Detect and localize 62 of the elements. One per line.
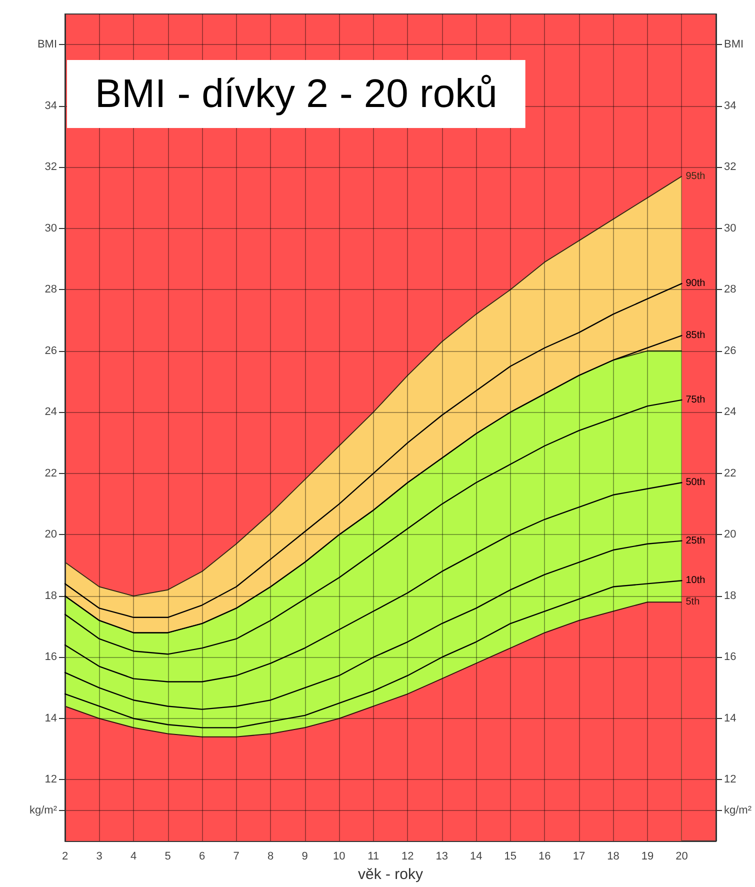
y2-tick-label: kg/m² bbox=[724, 804, 752, 816]
text: BMI - dívky 2 - 20 roků bbox=[95, 72, 498, 116]
x-tick-label: 8 bbox=[268, 850, 274, 862]
x-tick-label: 13 bbox=[436, 850, 448, 862]
y-tick-label: 24 bbox=[44, 406, 57, 418]
y2-tick-label: 26 bbox=[724, 344, 736, 357]
y-tick-label: 12 bbox=[44, 774, 57, 786]
y2-tick-label: 28 bbox=[724, 284, 736, 296]
y2-tick-label: 14 bbox=[724, 712, 736, 724]
y-tick-label: kg/m² bbox=[30, 804, 58, 816]
x-tick-label: 17 bbox=[572, 850, 586, 862]
y-tick-label: 34 bbox=[44, 100, 57, 112]
line-series bbox=[64, 580, 682, 728]
x-tick-label: 18 bbox=[607, 850, 620, 862]
x-tick-label: 12 bbox=[402, 850, 414, 862]
x-axis-title: věk - roky bbox=[358, 866, 424, 883]
y2-tick-label: BMI bbox=[724, 38, 744, 51]
y2-tick-label: 32 bbox=[724, 161, 736, 174]
series-label: 85th bbox=[686, 330, 706, 342]
y2-tick-label: 20 bbox=[724, 528, 736, 541]
x-tick-label: 10 bbox=[332, 850, 346, 862]
series-label: 95th bbox=[686, 170, 706, 182]
x-tick-label: 2 bbox=[62, 850, 68, 862]
series-label: 25th bbox=[686, 535, 706, 546]
x-tick-label: 3 bbox=[96, 850, 102, 862]
y2-tick-label: 24 bbox=[724, 406, 736, 418]
y2-tick-label: 22 bbox=[724, 467, 736, 480]
y-tick-label: 14 bbox=[44, 712, 57, 724]
y-tick-label: 32 bbox=[44, 161, 57, 174]
x-tick-label: 19 bbox=[641, 850, 654, 862]
series-label: 75th bbox=[686, 394, 706, 406]
y2-tick-label: 16 bbox=[724, 651, 736, 664]
x-tick-label: 4 bbox=[130, 850, 137, 862]
x-tick-label: 9 bbox=[302, 850, 308, 862]
x-tick-label: 6 bbox=[198, 850, 206, 862]
y-tick-label: 26 bbox=[44, 344, 57, 357]
line-series bbox=[64, 282, 682, 618]
y2-tick-label: 18 bbox=[724, 590, 736, 602]
x-tick-label: 15 bbox=[504, 850, 517, 862]
line-series bbox=[64, 482, 682, 682]
x-tick-label: 7 bbox=[233, 850, 240, 862]
y-tick-label: 30 bbox=[44, 222, 57, 234]
y-tick-label: 22 bbox=[44, 467, 57, 480]
y-tick-label: BMI bbox=[37, 38, 57, 51]
line-series bbox=[64, 399, 682, 655]
x-tick-label: 20 bbox=[676, 850, 688, 862]
y2-tick-label: 30 bbox=[724, 222, 736, 234]
y-tick-label: 28 bbox=[44, 284, 57, 296]
line-series bbox=[64, 540, 682, 710]
y-tick-label: 18 bbox=[44, 590, 57, 602]
series-label: 5th bbox=[686, 596, 700, 608]
x-tick-label: 14 bbox=[470, 850, 482, 862]
y2-tick-label: 12 bbox=[724, 774, 736, 786]
y-tick-label: 16 bbox=[44, 651, 57, 664]
x-tick-label: 11 bbox=[368, 850, 380, 862]
y-tick-label: 20 bbox=[44, 528, 57, 541]
x-tick-label: 5 bbox=[164, 850, 171, 862]
x-tick-label: 16 bbox=[538, 850, 551, 862]
y2-tick-label: 34 bbox=[724, 100, 736, 112]
series-label: 10th bbox=[686, 575, 706, 586]
series-label: 50th bbox=[686, 477, 706, 488]
series-label: 90th bbox=[686, 278, 706, 290]
